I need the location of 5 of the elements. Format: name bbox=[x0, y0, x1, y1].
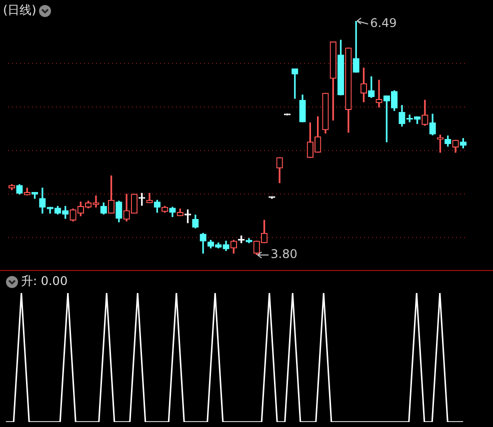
candlestick bbox=[376, 80, 382, 108]
chart-title: 升: 0.00 bbox=[21, 274, 68, 288]
chart-title: (日线) bbox=[3, 3, 36, 17]
annotation: 3.80 bbox=[270, 247, 298, 262]
annotation: 6.49 bbox=[370, 16, 397, 30]
